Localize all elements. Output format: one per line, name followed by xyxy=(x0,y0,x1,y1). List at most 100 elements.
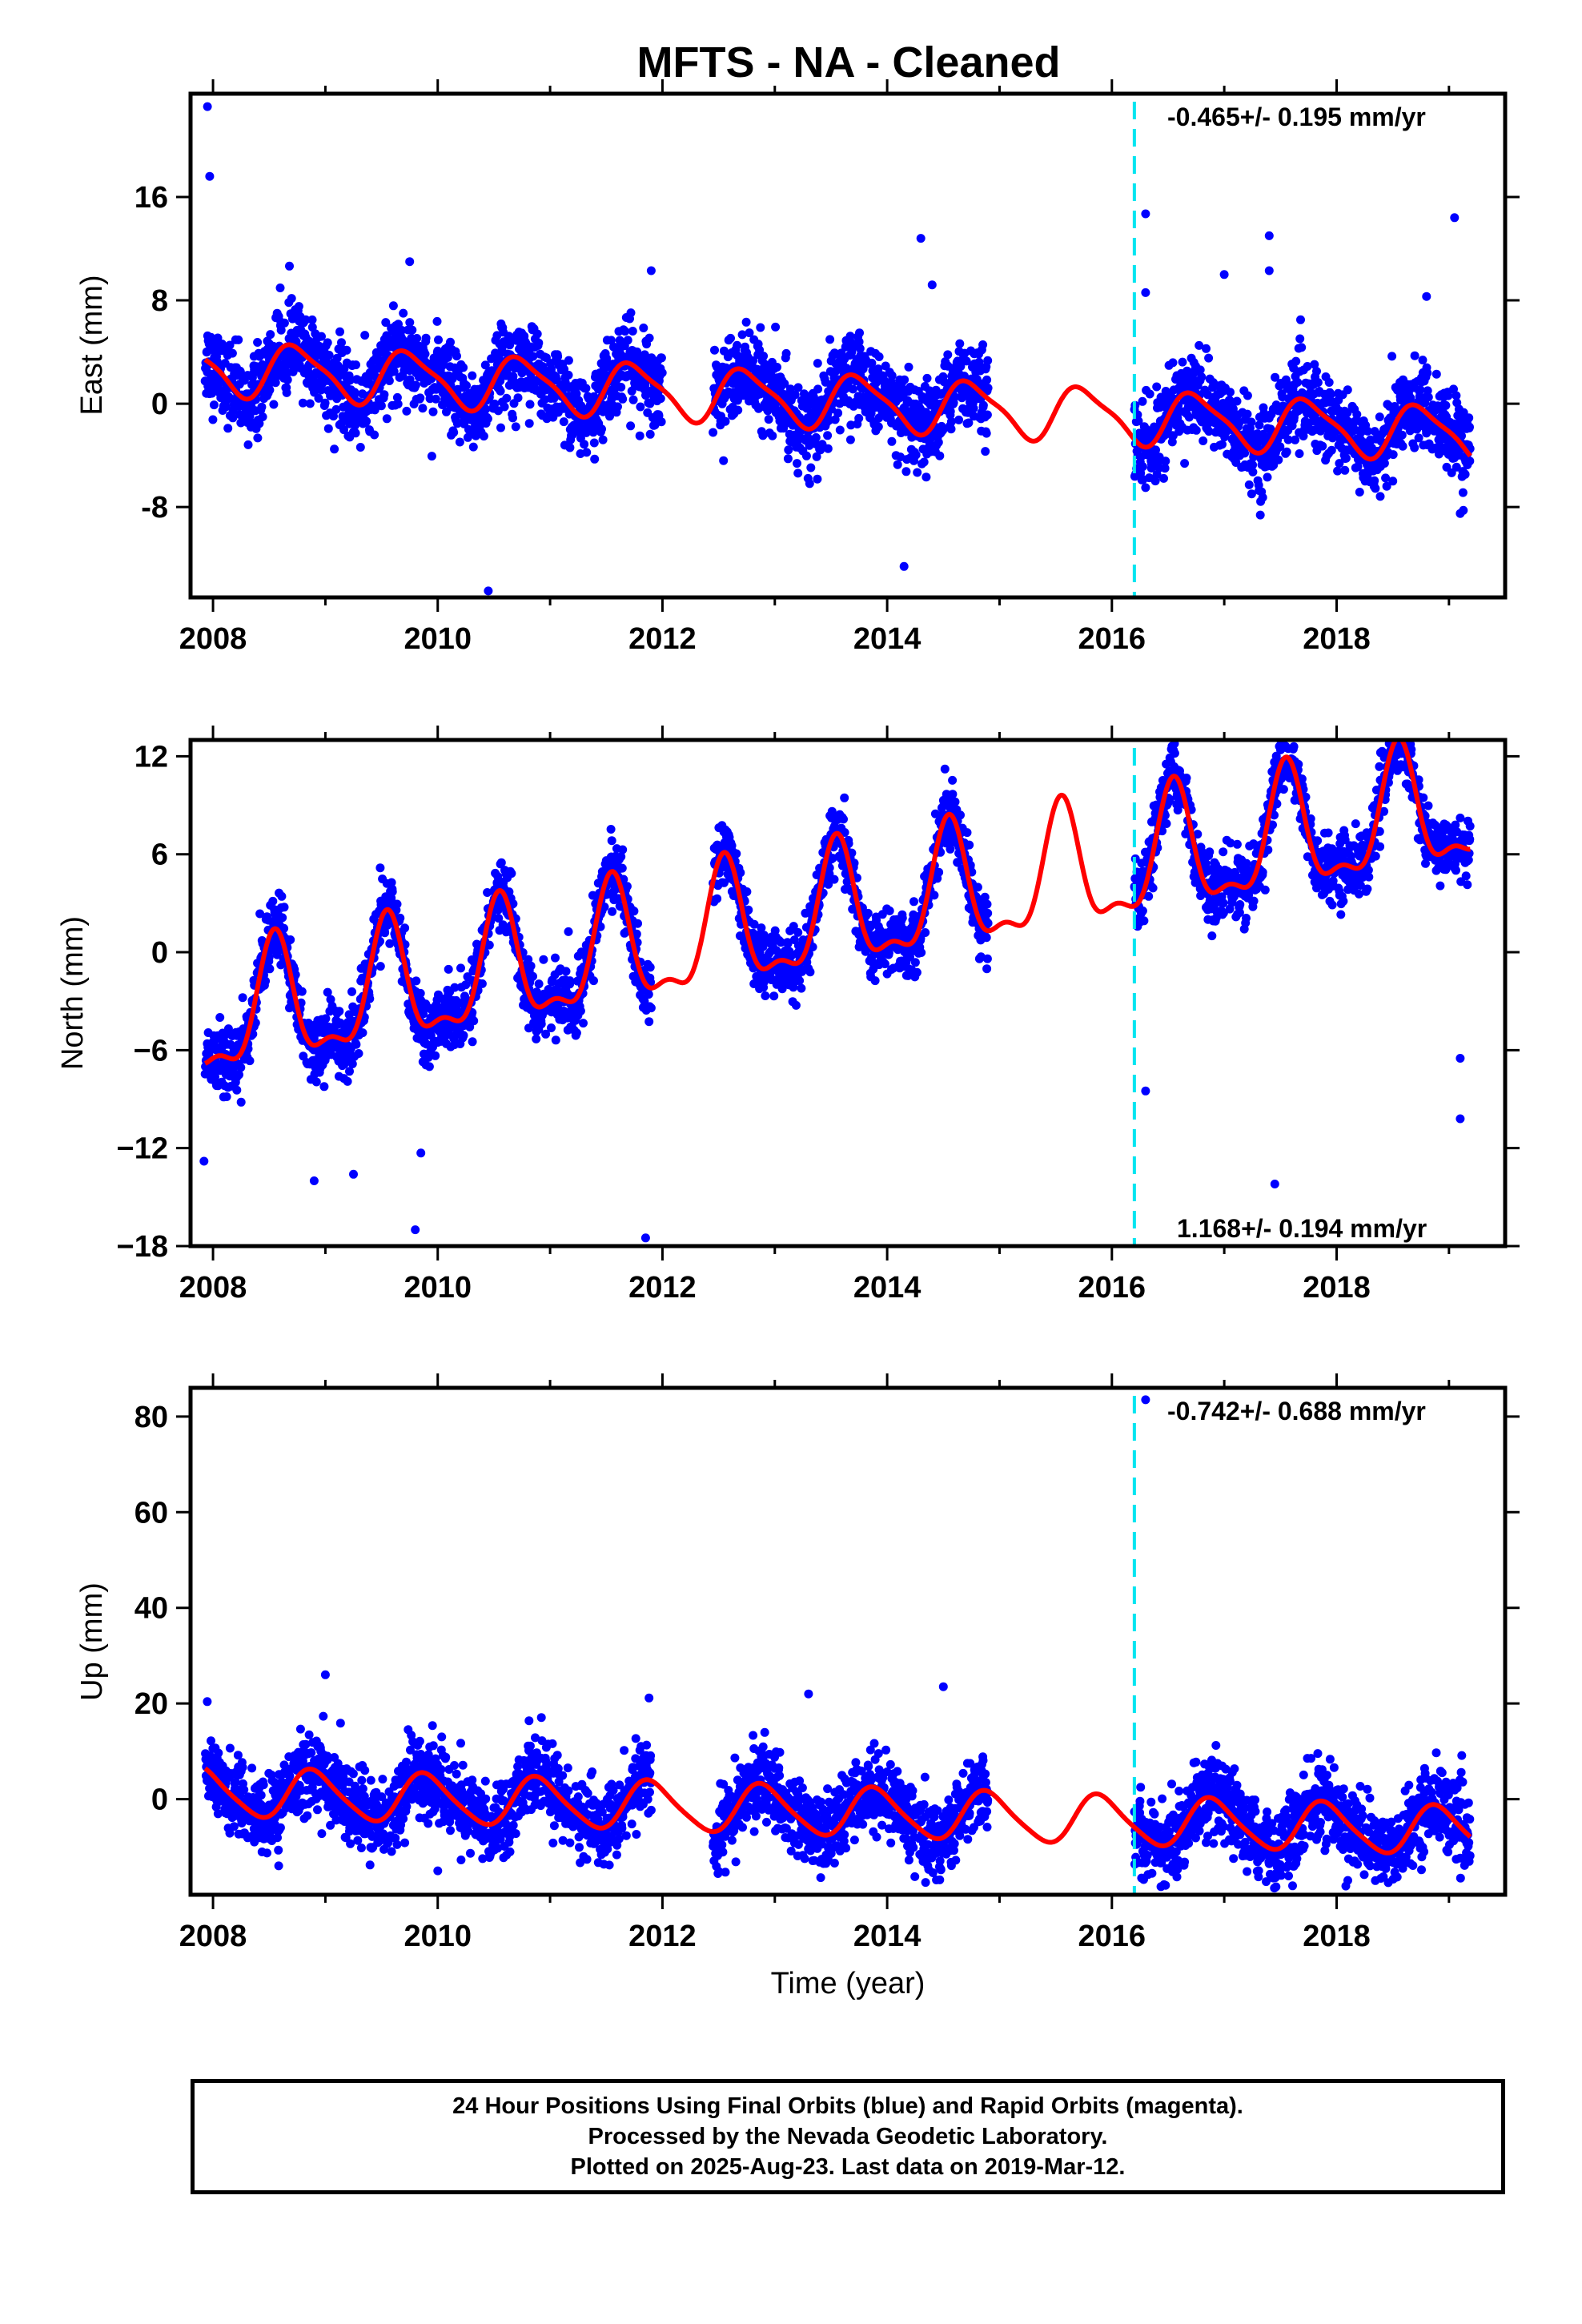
east-data-point xyxy=(964,418,974,428)
east-y-tick-label: 0 xyxy=(151,388,168,421)
east-data-point xyxy=(626,308,636,318)
north-data-point xyxy=(396,913,405,923)
east-data-point xyxy=(1340,465,1350,475)
east-data-point xyxy=(935,451,945,460)
east-data-point xyxy=(427,452,436,461)
north-data-point xyxy=(456,963,465,973)
east-data-point xyxy=(294,302,303,312)
east-data-point xyxy=(813,474,822,484)
east-data-point xyxy=(1151,445,1160,455)
east-data-point xyxy=(1204,427,1214,436)
north-data-point xyxy=(238,993,247,1003)
east-data-point xyxy=(480,360,490,370)
east-data-point xyxy=(726,333,735,343)
east-data-point xyxy=(983,384,993,392)
east-data-point xyxy=(434,335,443,344)
east-data-point xyxy=(1406,393,1415,403)
north-data-point xyxy=(279,923,289,933)
east-data-point xyxy=(228,413,238,423)
east-data-point xyxy=(339,425,348,435)
east-data-point xyxy=(1218,440,1227,449)
north-data-point xyxy=(839,814,848,824)
east-data-point xyxy=(835,425,845,435)
north-data-point xyxy=(354,1049,363,1058)
north-data-point xyxy=(528,971,537,981)
east-data-point xyxy=(881,361,890,371)
east-data-point xyxy=(1293,377,1303,387)
east-data-point xyxy=(955,339,965,348)
east-data-point xyxy=(801,451,811,460)
east-data-point xyxy=(305,399,315,408)
east-data-point xyxy=(1410,351,1419,360)
north-data-point xyxy=(222,1092,231,1101)
east-data-point xyxy=(511,422,520,432)
east-data-point xyxy=(1255,420,1264,430)
east-data-point xyxy=(855,328,864,338)
east-data-point xyxy=(829,348,839,358)
east-data-point xyxy=(342,345,351,355)
east-data-point xyxy=(893,460,902,469)
north-data-point xyxy=(551,1035,560,1045)
north-data-point xyxy=(459,1031,468,1040)
east-data-point xyxy=(639,324,648,332)
east-data-point xyxy=(1243,409,1252,419)
east-data-point xyxy=(392,392,402,402)
north-data-point xyxy=(223,1024,233,1034)
north-data-point xyxy=(450,983,460,992)
east-data-point xyxy=(1363,426,1372,436)
east-data-point xyxy=(1271,372,1280,382)
east-data-point xyxy=(1159,473,1168,483)
east-data-point xyxy=(721,416,730,426)
east-data-point xyxy=(1145,389,1154,399)
east-data-point xyxy=(337,338,346,348)
north-data-point xyxy=(547,1023,556,1032)
east-data-point xyxy=(412,334,422,343)
east-data-point xyxy=(962,356,971,366)
east-data-point xyxy=(873,364,883,374)
east-data-point xyxy=(393,400,403,408)
east-data-point xyxy=(1375,412,1384,422)
east-data-point xyxy=(411,380,420,390)
east-data-point xyxy=(1355,488,1364,497)
east-data-point xyxy=(854,337,864,347)
east-data-point xyxy=(845,435,855,444)
east-data-point xyxy=(582,448,592,457)
east-data-point xyxy=(1313,378,1323,388)
east-data-point xyxy=(921,472,931,482)
east-data-point xyxy=(1178,357,1187,367)
east-data-point xyxy=(1167,437,1177,447)
east-data-point xyxy=(459,363,468,372)
north-data-point xyxy=(539,955,548,964)
east-x-tick-label: 2008 xyxy=(179,622,247,656)
north-data-point xyxy=(498,920,508,930)
east-data-point xyxy=(793,383,803,392)
north-data-point xyxy=(375,962,385,971)
north-data-point xyxy=(713,894,722,903)
east-data-point xyxy=(428,407,438,416)
east-data-point xyxy=(1452,391,1461,400)
north-data-point xyxy=(431,1051,440,1060)
east-data-point xyxy=(323,338,332,348)
north-data-point xyxy=(416,988,425,998)
east-data-point xyxy=(1464,413,1474,423)
east-data-point xyxy=(565,443,575,452)
east-outlier-point xyxy=(1456,509,1465,518)
east-outlier-point xyxy=(405,257,415,267)
north-data-point xyxy=(805,967,815,977)
east-data-point xyxy=(379,390,389,400)
east-x-tick-label: 2010 xyxy=(404,622,472,656)
east-data-point xyxy=(982,375,992,384)
east-data-point xyxy=(331,404,341,414)
north-data-point xyxy=(323,987,332,997)
east-data-point xyxy=(525,400,535,409)
east-data-point xyxy=(209,400,219,410)
north-data-point xyxy=(494,914,504,923)
east-data-point xyxy=(1138,396,1147,406)
east-data-point xyxy=(982,428,991,438)
east-data-point xyxy=(446,337,455,347)
east-data-point xyxy=(589,392,599,401)
east-data-point xyxy=(1291,356,1301,366)
north-data-point xyxy=(469,1016,479,1026)
east-data-point xyxy=(1291,435,1300,444)
east-data-point xyxy=(972,375,982,384)
